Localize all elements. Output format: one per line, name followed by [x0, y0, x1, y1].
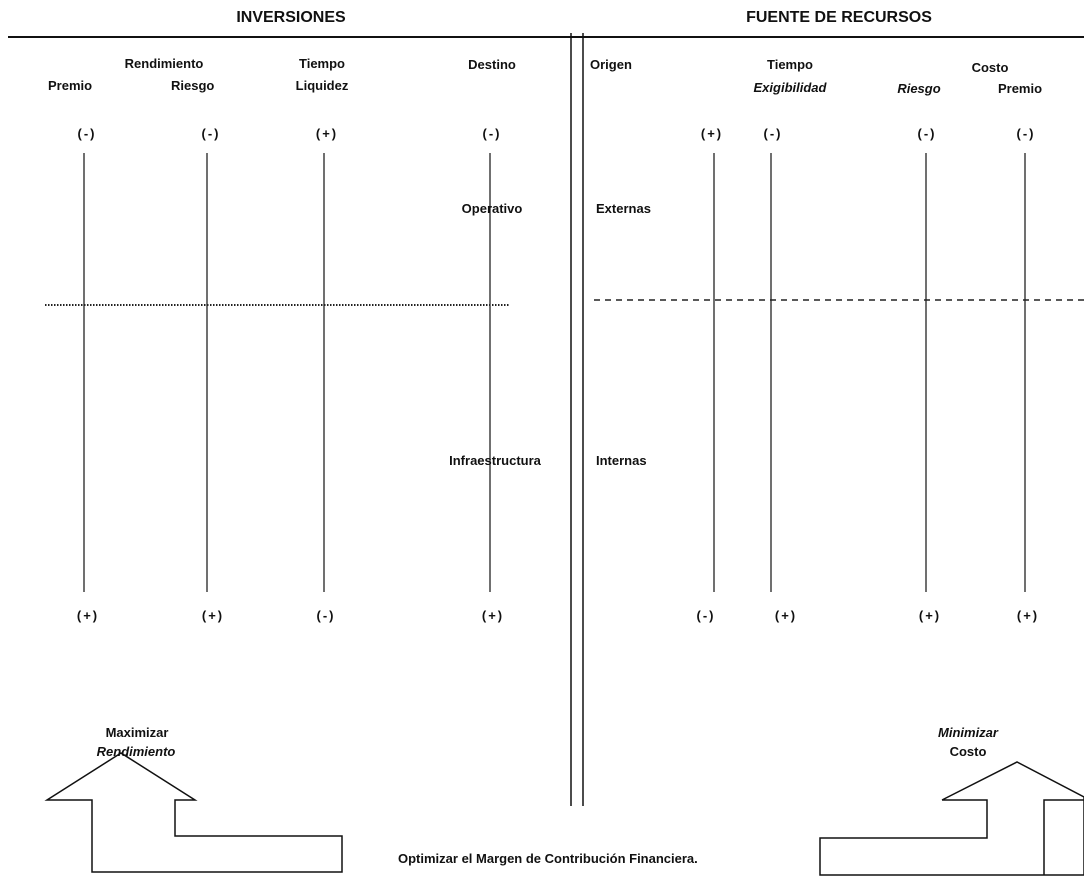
- mark-bottom-costo-riesgo: (+): [918, 608, 942, 623]
- minimizar-label: Minimizar: [938, 725, 998, 740]
- costo-label: Costo: [971, 60, 1009, 75]
- premio-right-label: Premio: [997, 81, 1043, 96]
- mark-bottom-premio: (+): [76, 608, 100, 623]
- mark-top-riesgo: (-): [201, 126, 221, 141]
- mark-bottom-exigibilidad: (+): [774, 608, 798, 623]
- mark-top-origen: (+): [700, 126, 724, 141]
- right-arrow: [819, 761, 1084, 876]
- riesgo-label: Riesgo: [171, 78, 215, 93]
- tiempo-right-label: Tiempo: [767, 57, 813, 72]
- mark-top-destino: (-): [482, 126, 502, 141]
- footer-text: Optimizar el Margen de Contribución Fina…: [398, 851, 698, 866]
- destino-label: Destino: [468, 57, 516, 72]
- riesgo-right-label: Riesgo: [897, 81, 941, 96]
- operativo-label: Operativo: [461, 201, 523, 216]
- maximizar-label: Maximizar: [105, 725, 169, 740]
- mark-bottom-costo-premio: (+): [1016, 608, 1040, 623]
- fuente-header: FUENTE DE RECURSOS: [746, 9, 932, 26]
- rendimiento-label: Rendimiento: [124, 56, 204, 71]
- left-arrow: [44, 752, 343, 873]
- externas-label: Externas: [596, 201, 651, 216]
- mark-top-exigibilidad: (-): [763, 126, 783, 141]
- mark-top-costo-riesgo: (-): [917, 126, 937, 141]
- internas-label: Internas: [596, 453, 647, 468]
- exigibilidad-label: Exigibilidad: [753, 80, 827, 95]
- mark-bottom-tiempo: (-): [316, 608, 336, 623]
- mark-bottom-destino: (+): [481, 608, 505, 623]
- mark-top-costo-premio: (-): [1016, 126, 1036, 141]
- mark-bottom-origen: (-): [696, 608, 716, 623]
- mark-top-tiempo: (+): [315, 126, 339, 141]
- costo-goal-label: Costo: [949, 744, 987, 759]
- premio-label: Premio: [48, 78, 93, 93]
- tiempo-label: Tiempo: [299, 56, 345, 71]
- mark-top-premio: (-): [77, 126, 97, 141]
- inversiones-header: INVERSIONES: [236, 9, 346, 26]
- liquidez-label: Liquidez: [295, 78, 349, 93]
- origen-label: Origen: [590, 57, 632, 72]
- rendimiento-goal-label: Rendimiento: [96, 744, 176, 759]
- infraestructura-label: Infraestructura: [449, 453, 541, 468]
- mark-bottom-riesgo: (+): [201, 608, 225, 623]
